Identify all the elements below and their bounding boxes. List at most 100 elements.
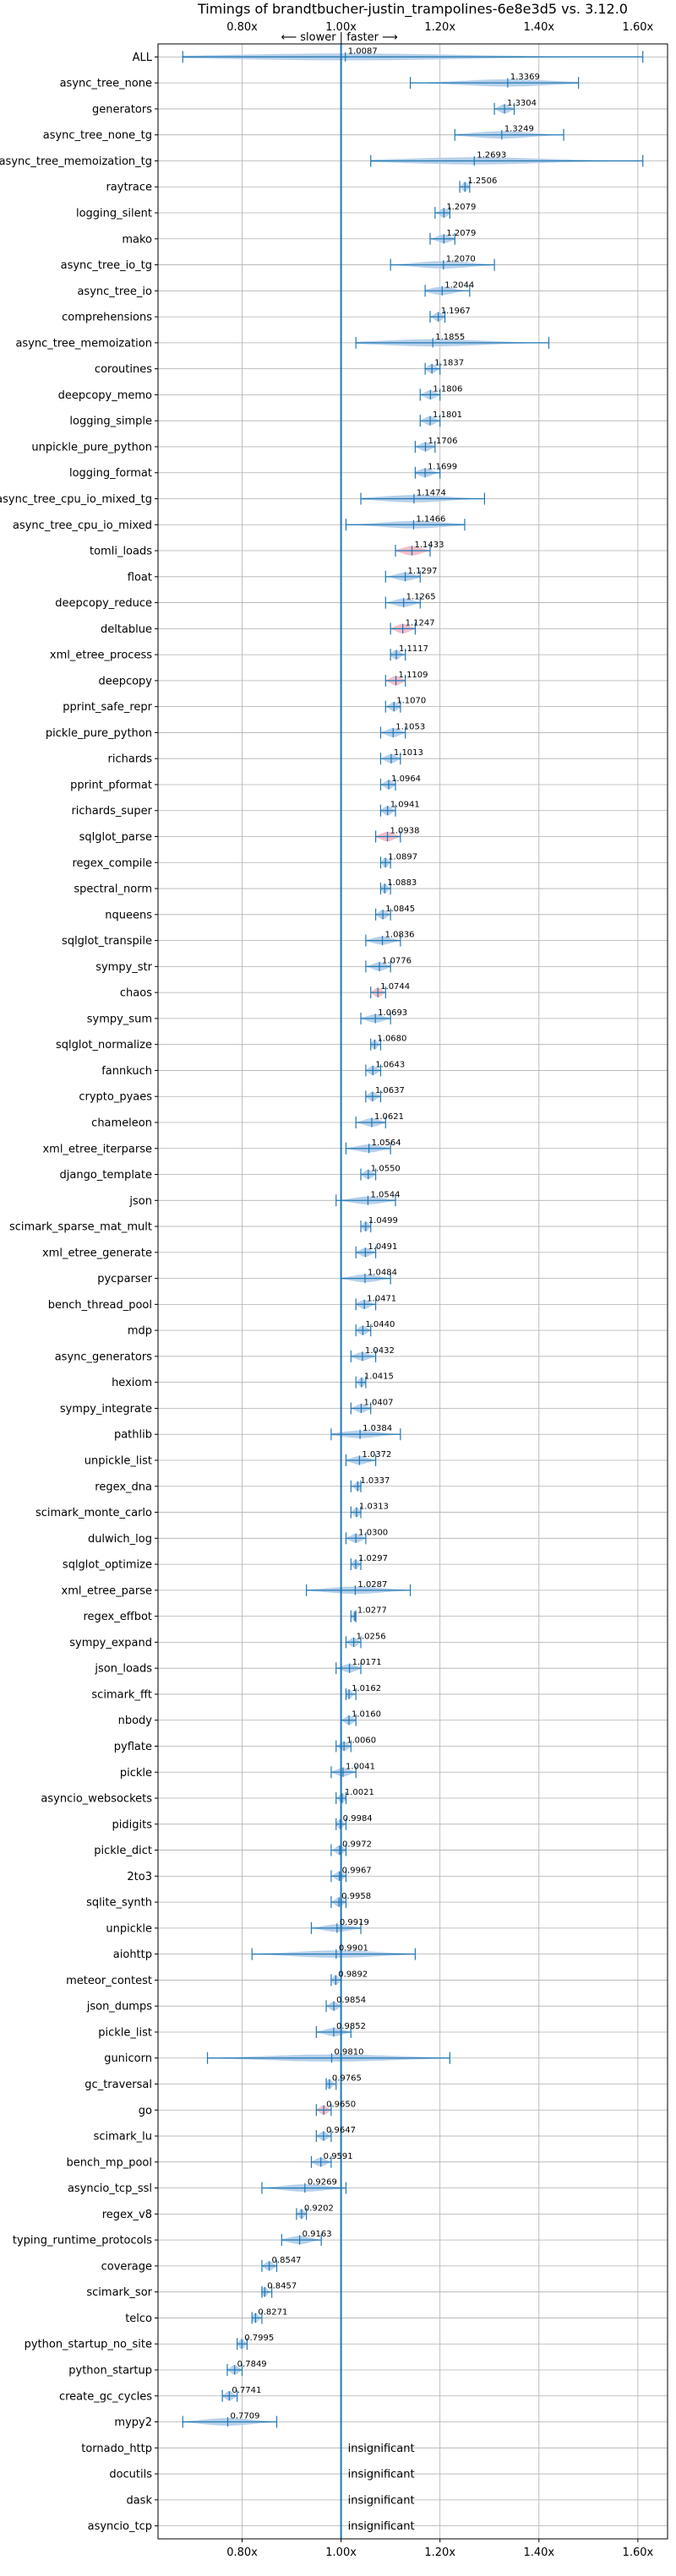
benchmark-violin (379, 804, 396, 817)
category-label: pprint_pformat (70, 779, 152, 791)
insignificant-label: insignificant (348, 2469, 415, 2481)
category-label: async_tree_none_tg (43, 129, 152, 142)
data-label: 1.2044 (444, 280, 474, 290)
data-label: 1.3369 (510, 73, 540, 82)
category-label: xml_etree_process (50, 649, 152, 662)
benchmark-violin (384, 596, 421, 609)
chart-title: Timings of brandtbucher-justin_trampolin… (197, 1, 628, 18)
benchmark-violin (414, 466, 441, 479)
benchmark-violin (390, 622, 417, 635)
category-label: regex_compile (72, 857, 152, 870)
benchmark-violin (355, 1116, 386, 1128)
data-label: 1.1297 (408, 567, 438, 576)
category-label: sympy_str (95, 961, 152, 974)
category-label: logging_simple (69, 416, 152, 428)
top-tick-label: 1.60x (623, 21, 654, 34)
data-label: 1.1070 (396, 697, 426, 706)
data-label: 0.8271 (258, 2307, 287, 2317)
data-label: 0.9958 (341, 1892, 371, 1901)
benchmark-violin (419, 415, 441, 427)
category-label: python_startup_no_site (25, 2339, 152, 2351)
category-label: python_startup (68, 2364, 152, 2377)
data-label: 0.7709 (230, 2412, 259, 2421)
category-label: bench_mp_pool (66, 2156, 152, 2169)
category-label: hexiom (112, 1377, 152, 1389)
category-label: regex_dna (95, 1481, 152, 1493)
benchmark-violin (226, 2363, 243, 2376)
category-label: regex_effbot (83, 1611, 152, 1623)
data-label: 0.7995 (244, 2334, 274, 2343)
data-label: 1.0897 (388, 852, 417, 861)
benchmark-violin (414, 440, 436, 453)
benchmark-violin (355, 336, 550, 349)
category-label: comprehensions (62, 312, 152, 324)
category-label: dask (126, 2494, 152, 2507)
benchmark-violin (374, 830, 401, 843)
category-label: xml_etree_generate (42, 1247, 152, 1259)
category-label: deepcopy (98, 675, 152, 687)
category-label: async_tree_io_tg (61, 259, 152, 272)
insignificant-label: insignificant (348, 2443, 415, 2455)
data-label: 0.9647 (326, 2126, 356, 2135)
benchmark-violin (384, 674, 406, 687)
benchmark-violin (335, 1740, 352, 1753)
data-label: 1.0171 (352, 1658, 382, 1667)
category-label: coroutines (95, 363, 152, 376)
category-label: sympy_expand (69, 1637, 152, 1649)
data-label: 1.0643 (375, 1060, 405, 1069)
benchmark-violin (330, 1844, 347, 1856)
benchmark-violin (251, 2312, 263, 2324)
data-label: 1.0680 (377, 1035, 406, 1044)
benchmark-violin (370, 986, 386, 999)
bottom-tick-label: 1.60x (623, 2546, 654, 2559)
data-label: 1.0300 (358, 1528, 388, 1537)
category-label: mako (122, 233, 152, 246)
benchmark-violin (261, 2182, 347, 2194)
benchmark-violin (424, 362, 441, 375)
benchmark-violin (251, 1948, 417, 1960)
benchmark-violin (350, 1610, 357, 1622)
data-label: 0.9269 (308, 2178, 337, 2187)
category-label: aiohttp (113, 1948, 152, 1961)
category-label: gunicorn (104, 2052, 152, 2065)
plot-frame (157, 43, 668, 2540)
data-label: 1.2506 (467, 177, 497, 186)
category-label: asyncio_tcp_ssl (68, 2182, 152, 2195)
direction-annotation: ⟵ slower | faster ⟶ (281, 31, 397, 44)
data-label: 1.1837 (434, 359, 464, 368)
data-label: 0.9984 (343, 1814, 373, 1823)
data-label: 1.2070 (446, 255, 476, 264)
benchmark-violin (419, 389, 441, 401)
category-label: scimark_sor (86, 2286, 152, 2299)
benchmark-violin (345, 1636, 362, 1649)
benchmark-violin (330, 1870, 347, 1883)
data-label: 0.8547 (272, 2256, 302, 2265)
bottom-tick-label: 1.00x (325, 2546, 357, 2559)
category-label: mypy2 (114, 2416, 152, 2429)
data-label: 1.0297 (358, 1554, 388, 1563)
benchmark-violin (424, 285, 471, 297)
data-label: 0.9765 (332, 2074, 362, 2084)
category-label: 2to3 (127, 1871, 152, 1883)
category-label: richards_super (71, 805, 152, 818)
benchmark-violin (350, 1402, 372, 1415)
top-tick-label: 1.00x (325, 21, 357, 34)
data-label: 1.0087 (348, 46, 378, 56)
data-label: 1.0744 (380, 982, 410, 992)
category-label: bench_thread_pool (48, 1299, 152, 1312)
benchmark-violin (341, 1272, 391, 1285)
data-label: 0.9650 (326, 2100, 356, 2109)
data-label: 1.1806 (433, 384, 462, 394)
data-label: 1.2079 (446, 229, 476, 238)
data-label: 1.1013 (394, 748, 423, 758)
data-label: 1.0471 (367, 1294, 396, 1303)
data-label: 1.0440 (365, 1320, 395, 1329)
category-label: async_tree_memoization (15, 337, 152, 350)
benchmark-violin (350, 1480, 362, 1492)
benchmark-violin (221, 2389, 238, 2402)
benchmark-violin (325, 2078, 337, 2090)
category-label: async_tree_io (77, 285, 152, 298)
category-label: json_dumps (86, 2001, 152, 2014)
category-label: sqlglot_optimize (63, 1559, 152, 1572)
